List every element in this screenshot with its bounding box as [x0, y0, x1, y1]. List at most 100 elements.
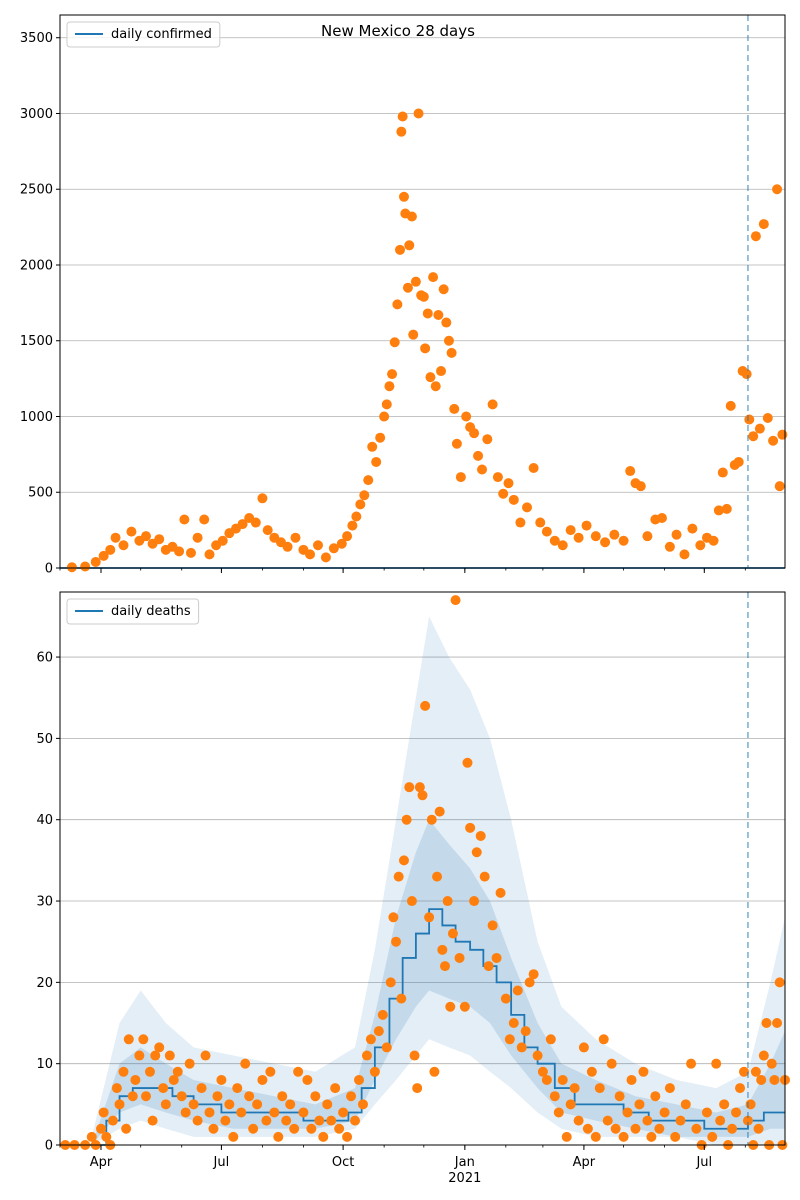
confirmed-observed-point	[642, 531, 653, 542]
deaths-observed-point	[475, 830, 486, 841]
confirmed-observed-point	[777, 429, 788, 440]
confirmed-observed-point	[609, 529, 620, 540]
deaths-observed-point	[650, 1091, 661, 1102]
deaths-observed-point	[224, 1099, 235, 1110]
deaths-observed-point	[753, 1123, 764, 1134]
deaths-observed-point	[442, 896, 453, 907]
deaths-observed-point	[437, 944, 448, 955]
deaths-observed-point	[261, 1115, 272, 1126]
deaths-observed-point	[483, 961, 494, 972]
confirmed-observed-point	[557, 540, 568, 551]
deaths-observed-point	[273, 1131, 284, 1142]
confirmed-observed-point	[397, 111, 408, 122]
deaths-observed-point	[614, 1091, 625, 1102]
confirmed-observed-point	[541, 526, 552, 537]
confirmed-observed-point	[744, 414, 755, 425]
deaths-legend[interactable]: daily deaths	[66, 598, 200, 625]
confirmed-observed-point	[192, 532, 203, 543]
deaths-observed-point	[622, 1107, 633, 1118]
confirmed-observed-point	[217, 535, 228, 546]
deaths-observed-point	[516, 1042, 527, 1053]
deaths-observed-point	[500, 993, 511, 1004]
deaths-observed-point	[495, 887, 506, 898]
deaths-observed-point	[432, 871, 443, 882]
deaths-observed-point	[220, 1115, 231, 1126]
confirmed-observed-point	[768, 435, 779, 446]
confirmed-observed-point	[522, 502, 533, 513]
confirmed-observed-point	[402, 282, 413, 293]
confirmed-observed-point	[671, 529, 682, 540]
deaths-y-tick-label: 40	[36, 813, 53, 828]
deaths-observed-point	[675, 1115, 686, 1126]
deaths-observed-point	[424, 912, 435, 923]
deaths-observed-point	[450, 595, 461, 606]
deaths-observed-point	[338, 1107, 349, 1118]
confirmed-observed-point	[359, 490, 370, 501]
deaths-observed-point	[184, 1058, 195, 1069]
deaths-observed-point	[465, 822, 476, 833]
confirmed-y-axis: 0 500 1000 1500 2000 2500 3000 3500	[20, 31, 60, 577]
confirmed-observed-point	[581, 520, 592, 531]
deaths-observed-point	[670, 1131, 681, 1142]
deaths-observed-point	[393, 871, 404, 882]
deaths-observed-point	[434, 806, 445, 817]
deaths-observed-point	[630, 1123, 641, 1134]
deaths-observed-point	[298, 1107, 309, 1118]
deaths-observed-point	[302, 1074, 313, 1085]
deaths-observed-point	[140, 1091, 151, 1102]
deaths-observed-point	[520, 1026, 531, 1037]
confirmed-observed-point	[336, 538, 347, 549]
confirmed-observed-point	[420, 343, 431, 354]
deaths-y-tick-label: 50	[36, 732, 53, 747]
deaths-observed-point	[123, 1034, 134, 1045]
deaths-y-axis: 0 10 20 30 40 50 60	[36, 651, 60, 1154]
deaths-observed-point	[479, 871, 490, 882]
deaths-y-tick-label: 20	[36, 976, 53, 991]
deaths-observed-point	[281, 1115, 292, 1126]
deaths-observed-point	[471, 847, 482, 858]
deaths-observed-point	[212, 1091, 223, 1102]
confirmed-legend-box	[66, 21, 221, 48]
deaths-observed-point	[487, 920, 498, 931]
deaths-observed-point	[357, 1099, 368, 1110]
confirmed-observed-point	[118, 540, 129, 551]
confirmed-observed-point	[154, 534, 165, 545]
deaths-observed-point	[610, 1123, 621, 1134]
confirmed-observed-point	[436, 366, 447, 377]
deaths-observed-point	[138, 1034, 149, 1045]
deaths-observed-point	[545, 1034, 556, 1045]
deaths-observed-point	[406, 896, 417, 907]
deaths-observed-point	[257, 1074, 268, 1085]
deaths-uncertainty-band	[91, 819, 785, 1145]
deaths-observed-point	[188, 1099, 199, 1110]
x-year-label: 2021	[448, 1171, 481, 1186]
confirmed-observed-point	[351, 511, 362, 522]
deaths-observed-point	[334, 1123, 345, 1134]
deaths-observed-point	[654, 1123, 665, 1134]
deaths-observed-point	[549, 1091, 560, 1102]
deaths-observed-point	[196, 1083, 207, 1094]
deaths-observed-point	[377, 1009, 388, 1020]
deaths-observed-point	[96, 1123, 107, 1134]
deaths-observed-point	[429, 1066, 440, 1077]
deaths-observed-point	[236, 1107, 247, 1118]
deaths-observed-point	[412, 1083, 423, 1094]
deaths-observed-point	[756, 1074, 767, 1085]
deaths-observed-point	[98, 1107, 109, 1118]
deaths-observed-point	[731, 1107, 742, 1118]
confirmed-observed-point	[758, 219, 769, 230]
confirmed-observed-point	[725, 400, 736, 411]
deaths-observed-point	[537, 1066, 548, 1077]
deaths-observed-point	[365, 1034, 376, 1045]
deaths-observed-point	[208, 1123, 219, 1134]
deaths-observed-point	[557, 1074, 568, 1085]
confirmed-observed-point	[708, 535, 719, 546]
confirmed-legend[interactable]: daily confirmed	[66, 21, 221, 48]
confirmed-observed-point	[600, 537, 611, 548]
confirmed-observed-point	[387, 369, 398, 380]
confirmed-observed-point	[406, 211, 417, 222]
confirmed-observed-point	[482, 434, 493, 445]
deaths-observed-point	[715, 1115, 726, 1126]
deaths-observed-point	[594, 1083, 605, 1094]
deaths-y-tick-label: 10	[36, 1057, 53, 1072]
